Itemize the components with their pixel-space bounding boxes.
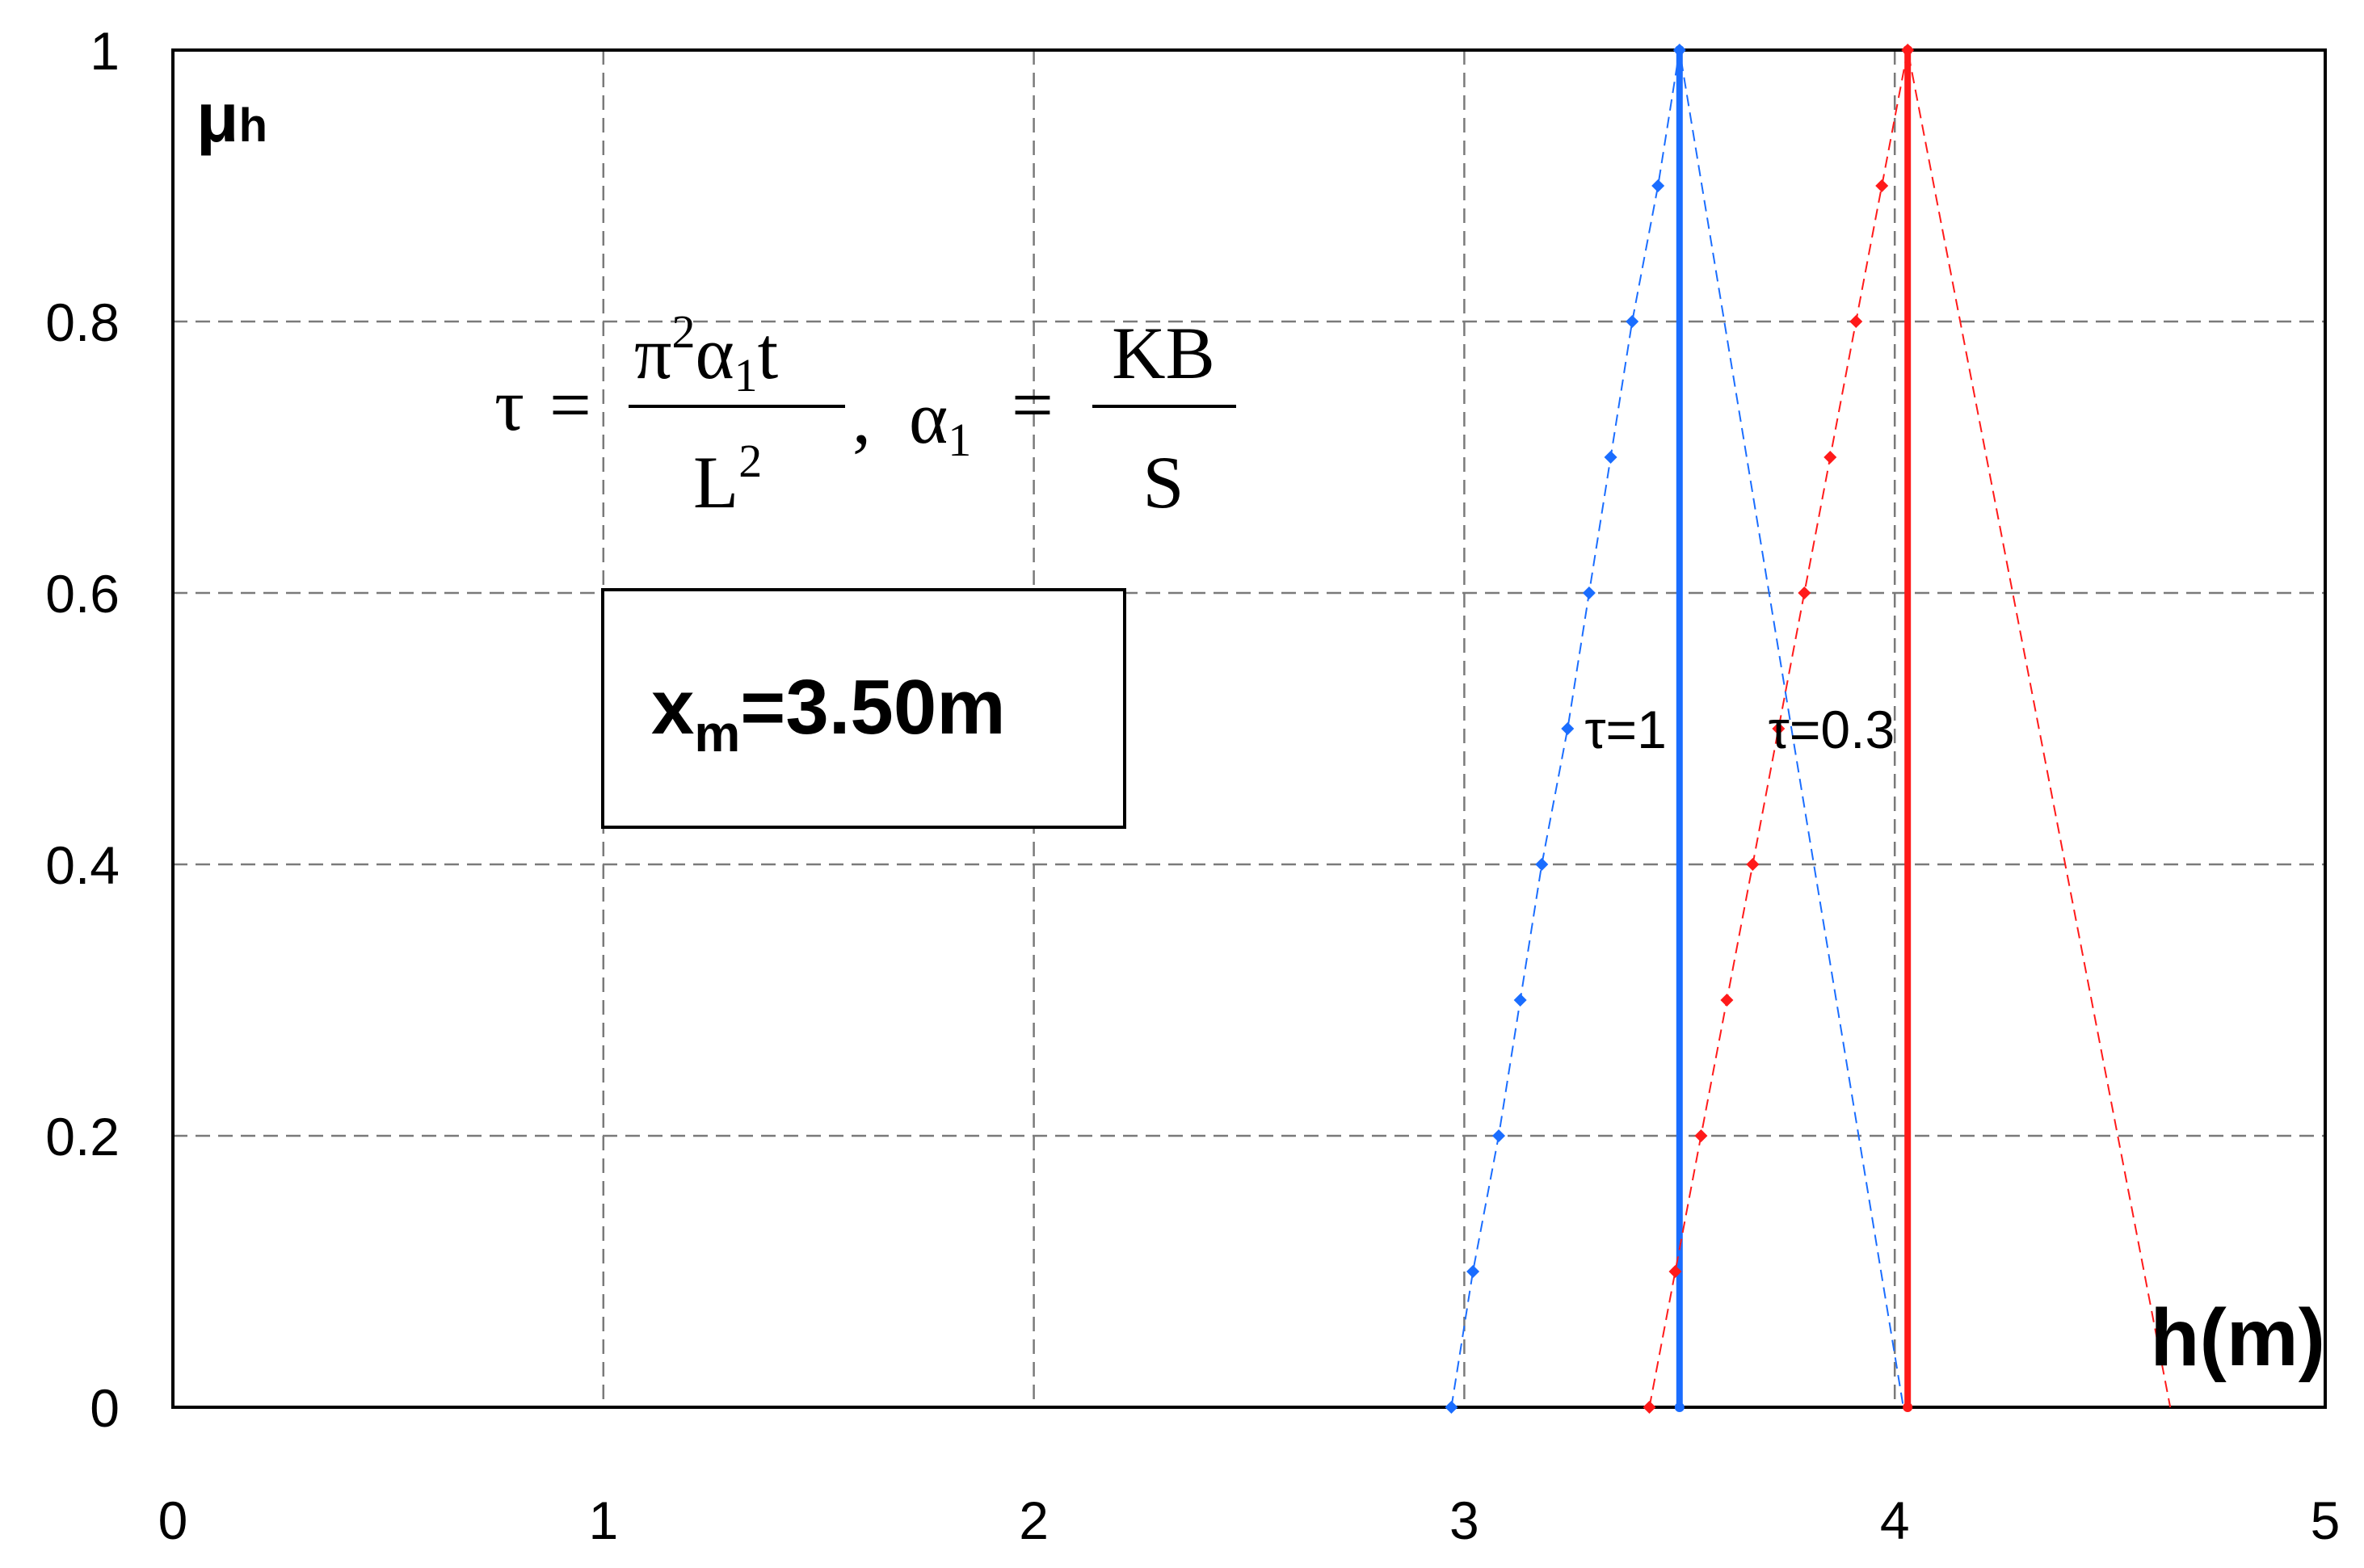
formula-denominator-1: L2 xyxy=(693,435,762,523)
annotation-box-main: x xyxy=(651,664,694,750)
formula-pi-sup: 2 xyxy=(671,305,695,358)
series-dashed-line xyxy=(1450,49,1904,1408)
data-point-marker xyxy=(1466,1265,1480,1278)
data-point-marker xyxy=(1823,451,1837,464)
formula-t: t xyxy=(758,312,779,394)
formula-comma: , xyxy=(852,376,871,459)
formula-numerator-2: KB xyxy=(1112,312,1215,394)
grid xyxy=(173,50,2325,1407)
x-tick-label: 3 xyxy=(1449,1490,1479,1550)
annotation-box-frame xyxy=(601,588,1126,829)
mode-top-marker xyxy=(1903,45,1913,55)
y-tick-label: 0.2 xyxy=(45,1107,120,1167)
data-point-marker xyxy=(1875,179,1889,192)
data-point-marker xyxy=(1643,1401,1656,1414)
data-point-marker xyxy=(1746,858,1760,871)
formula-equals-2: = xyxy=(1012,364,1054,446)
y-axis-title-main: μ xyxy=(196,79,239,157)
formula-pi: π xyxy=(634,312,671,394)
data-point-marker xyxy=(1582,586,1596,599)
data-point-marker xyxy=(1513,994,1527,1007)
y-tick-label: 1 xyxy=(90,21,120,81)
annotation-box: xm=3.50m xyxy=(601,588,1126,829)
y-tick-label: 0.4 xyxy=(45,835,120,895)
x-tick-label: 2 xyxy=(1019,1490,1049,1550)
series-label: τ=1 xyxy=(1584,700,1666,759)
formula-alpha: α1 xyxy=(909,376,971,466)
series-tau-0-3: τ=0.3 xyxy=(1643,44,2172,1414)
data-point-marker xyxy=(1535,858,1549,871)
data-point-marker xyxy=(1772,722,1786,735)
formula-alpha-main: α xyxy=(909,376,948,459)
mode-bottom-marker xyxy=(1903,1402,1913,1412)
formula-numerator-1: π2α1t xyxy=(634,305,779,401)
y-axis-title: μh xyxy=(196,79,267,157)
annotation-box-rest: =3.50m xyxy=(740,664,1005,750)
data-point-marker xyxy=(1798,586,1811,599)
data-point-marker xyxy=(1720,994,1734,1007)
mode-top-marker xyxy=(1674,45,1685,55)
data-point-marker xyxy=(1626,315,1639,328)
x-tick-label: 0 xyxy=(158,1490,188,1550)
x-tick-label: 5 xyxy=(2311,1490,2341,1550)
x-tick-label: 1 xyxy=(588,1490,618,1550)
data-point-marker xyxy=(1604,451,1617,464)
formula-alpha-sub: 1 xyxy=(948,414,971,466)
series-label: τ=0.3 xyxy=(1769,700,1895,759)
tick-labels: 0 1 2 3 4 500.20.40.60.81 xyxy=(45,21,2340,1550)
series-layer: τ=1 τ=0.3 xyxy=(1445,44,2172,1414)
formula-equals-1: = xyxy=(549,364,591,446)
y-axis-title-sub: h xyxy=(239,99,267,152)
data-point-marker xyxy=(1668,1265,1682,1278)
data-point-marker xyxy=(1492,1129,1506,1142)
data-point-marker xyxy=(1694,1129,1708,1142)
y-tick-label: 0 xyxy=(90,1378,120,1438)
annotation-box-sub: m xyxy=(694,704,740,763)
y-tick-label: 0.6 xyxy=(45,564,120,624)
annotation-box-text: xm=3.50m xyxy=(651,664,1006,763)
y-tick-label: 0.8 xyxy=(45,292,120,352)
formula-denominator-2: S xyxy=(1142,441,1184,523)
formula-alpha-num-sub: 1 xyxy=(734,349,758,401)
series-dashed-line xyxy=(1648,49,2172,1408)
series-tau-1: τ=1 xyxy=(1445,44,1904,1414)
x-axis-title: h(m) xyxy=(2150,1293,2325,1383)
formula-tau: τ xyxy=(494,364,524,446)
data-point-marker xyxy=(1849,315,1863,328)
mode-bottom-marker xyxy=(1674,1402,1685,1412)
formula-L-sup: 2 xyxy=(738,435,762,487)
data-point-marker xyxy=(1561,722,1575,735)
x-tick-label: 4 xyxy=(1880,1490,1910,1550)
formula: τ = π2α1t L2 , α1 = KB S xyxy=(494,305,1236,523)
data-point-marker xyxy=(1651,179,1665,192)
plot-area-frame xyxy=(171,48,2327,1409)
data-point-marker xyxy=(1445,1401,1458,1414)
formula-alpha-num: α xyxy=(695,312,734,394)
formula-L: L xyxy=(693,441,738,523)
